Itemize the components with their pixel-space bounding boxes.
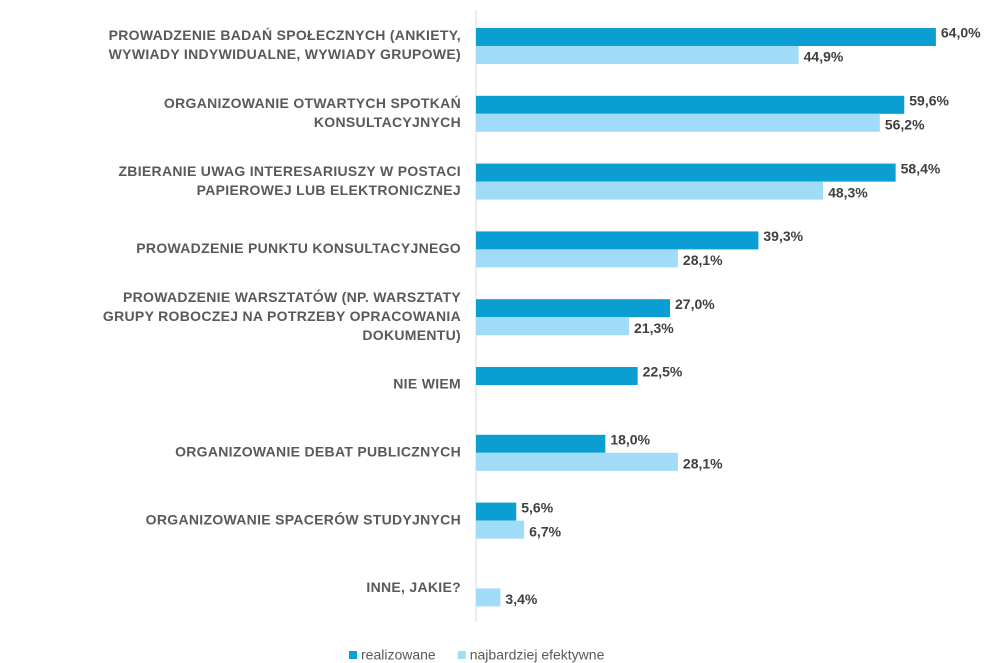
bar bbox=[476, 113, 880, 132]
bar bbox=[476, 317, 630, 336]
category-label: NIE WIEM bbox=[393, 376, 461, 392]
value-label: 3,4% bbox=[505, 591, 537, 607]
category-label: ORGANIZOWANIE SPACERÓW STUDYJNYCH bbox=[146, 510, 461, 527]
value-label: 28,1% bbox=[683, 456, 723, 472]
category-label: KONSULTACYJNYCH bbox=[314, 114, 461, 130]
category-label: PROWADZENIE BADAŃ SPOŁECZNYCH (ANKIETY, bbox=[109, 27, 461, 43]
bar bbox=[476, 95, 905, 114]
value-label: 28,1% bbox=[683, 252, 723, 268]
bar bbox=[476, 452, 678, 471]
value-label: 22,5% bbox=[643, 364, 683, 380]
value-label: 6,7% bbox=[529, 523, 561, 539]
value-label: 39,3% bbox=[763, 228, 803, 244]
bar bbox=[476, 46, 799, 64]
bar bbox=[476, 231, 759, 250]
value-label: 48,3% bbox=[828, 184, 868, 200]
bar bbox=[476, 28, 936, 46]
category-label: INNE, JAKIE? bbox=[366, 579, 461, 595]
legend-label: najbardziej efektywne bbox=[470, 647, 605, 663]
bar bbox=[476, 181, 824, 200]
category-label: ORGANIZOWANIE OTWARTYCH SPOTKAŃ bbox=[164, 95, 461, 111]
bar bbox=[476, 434, 606, 453]
category-label: PROWADZENIE PUNKTU KONSULTACYJNEGO bbox=[136, 240, 461, 256]
value-label: 21,3% bbox=[634, 320, 674, 336]
bar bbox=[476, 502, 517, 521]
value-label: 18,0% bbox=[610, 432, 650, 448]
category-label: ZBIERANIE UWAG INTERESARIUSZY W POSTACI bbox=[118, 163, 461, 179]
bar bbox=[476, 163, 896, 182]
category-label: ORGANIZOWANIE DEBAT PUBLICZNYCH bbox=[175, 444, 461, 460]
bar bbox=[476, 299, 671, 318]
legend-swatch bbox=[457, 651, 466, 659]
value-label: 5,6% bbox=[521, 499, 553, 515]
value-label: 27,0% bbox=[675, 296, 715, 312]
value-label: 56,2% bbox=[885, 117, 925, 133]
value-label: 64,0% bbox=[941, 25, 981, 41]
value-label: 58,4% bbox=[901, 160, 941, 176]
category-label: WYWIADY INDYWIDUALNE, WYWIADY GRUPOWE) bbox=[109, 46, 461, 62]
category-label: DOKUMENTU) bbox=[362, 327, 461, 343]
category-label: GRUPY ROBOCZEJ NA POTRZEBY OPRACOWANIA bbox=[103, 308, 461, 324]
bar bbox=[476, 520, 525, 539]
legend-label: realizowane bbox=[361, 647, 436, 663]
category-label: PROWADZENIE WARSZTATÓW (NP. WARSZTATY bbox=[123, 288, 461, 305]
bar bbox=[476, 249, 678, 268]
bar bbox=[476, 588, 501, 607]
bar bbox=[476, 367, 638, 385]
value-label: 59,6% bbox=[909, 93, 949, 109]
legend-swatch bbox=[349, 651, 357, 659]
category-label: PAPIEROWEJ LUB ELEKTRONICZNEJ bbox=[197, 182, 461, 198]
value-label: 44,9% bbox=[804, 49, 844, 65]
